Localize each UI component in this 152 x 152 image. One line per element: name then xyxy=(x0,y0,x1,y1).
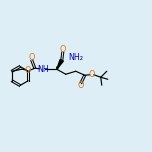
Text: O: O xyxy=(25,66,31,75)
Text: NH: NH xyxy=(37,65,49,74)
Text: O: O xyxy=(89,70,95,79)
Text: NH₂: NH₂ xyxy=(68,53,83,62)
Polygon shape xyxy=(57,59,63,69)
Text: O: O xyxy=(78,81,84,90)
Text: O: O xyxy=(29,53,35,62)
Text: O: O xyxy=(60,45,66,54)
